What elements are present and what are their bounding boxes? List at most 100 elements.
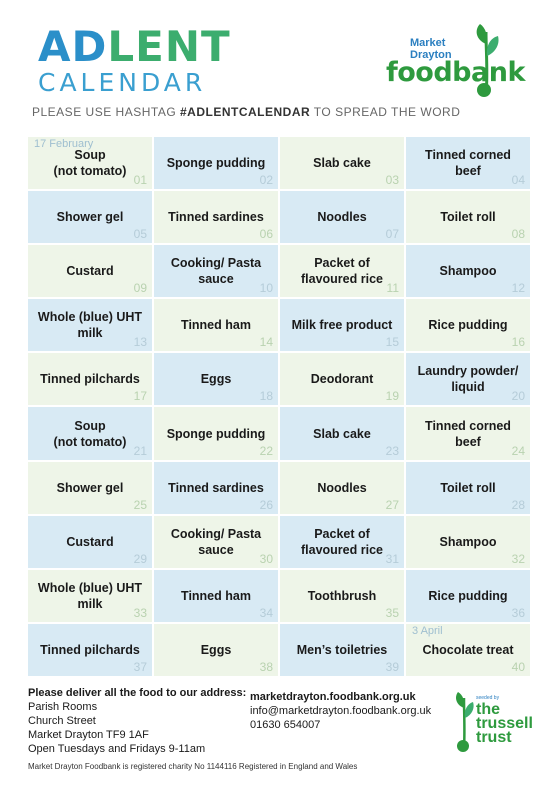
day-item: Rice pudding [428,318,508,333]
delivery-address: Please deliver all the food to our addre… [28,686,246,756]
day-number: 24 [511,443,525,458]
day-item: Shower gel [56,480,124,495]
calendar-day: 3 April Chocolate treat 40 [406,623,530,676]
calendar-day: Cooking/ Pasta sauce 30 [154,515,278,568]
website-link[interactable]: marketdrayton.foodbank.org.uk [250,691,416,703]
day-number: 38 [259,659,273,674]
day-number: 35 [385,605,399,620]
day-item: Cooking/ Pasta sauce [170,256,262,287]
calendar-day: Milk free product 15 [280,299,404,352]
day-number: 39 [385,659,399,674]
day-item: Laundry powder/ liquid [417,364,519,395]
title-adlent: ADLENT [38,26,231,68]
seeded-by: seeded by [476,695,500,701]
day-number: 07 [385,227,399,242]
day-item: Soup (not tomato) [53,148,127,179]
day-number: 28 [511,497,525,512]
day-item: Noodles [317,480,367,495]
day-item: Custard [66,534,114,549]
day-item: Men’s toiletries [296,642,388,657]
day-item: Tinned pilchards [40,642,140,657]
day-number: 19 [385,389,399,404]
tagline-pre: PLEASE USE HASHTAG [32,105,180,119]
calendar-day: Tinned pilchards 37 [28,623,152,676]
title-calendar: CALENDAR [38,68,207,97]
day-number: 33 [133,605,147,620]
day-item: Toilet roll [440,480,496,495]
calendar-day: Rice pudding 36 [406,569,530,622]
day-number: 14 [259,335,273,350]
calendar-day: Tinned corned beef 24 [406,407,530,460]
day-number: 13 [133,335,147,350]
calendar-day: Sponge pudding 02 [154,137,278,190]
address-line: Church Street [28,715,96,727]
calendar-day: Sponge pudding 22 [154,407,278,460]
day-number: 08 [511,227,525,242]
calendar-day: Whole (blue) UHT milk 13 [28,299,152,352]
day-item: Custard [66,264,114,279]
calendar-day: Rice pudding 16 [406,299,530,352]
calendar-grid: 17 February Soup (not tomato) 01 Sponge pud… [28,137,530,676]
day-item: Whole (blue) UHT milk [37,580,143,611]
calendar-day: Shampoo 12 [406,245,530,298]
day-item: Shampoo [439,534,497,549]
day-item: Soup (not tomato) [53,418,127,449]
day-number: 02 [259,173,273,188]
calendar-day: Tinned sardines 06 [154,191,278,244]
day-number: 16 [511,335,525,350]
day-item: Rice pudding [428,588,508,603]
title-ad: AD [38,22,108,71]
day-number: 03 [385,173,399,188]
day-number: 32 [511,551,525,566]
calendar-day: Toothbrush 35 [280,569,404,622]
day-item: Whole (blue) UHT milk [37,310,143,341]
day-item: Deodorant [310,372,374,387]
day-number: 29 [133,551,147,566]
day-item: Cooking/ Pasta sauce [170,526,262,557]
email-link[interactable]: info@marketdrayton.foodbank.org.uk [250,705,432,717]
day-number: 37 [133,659,147,674]
day-item: Packet of flavoured rice [301,256,383,287]
day-item: Tinned ham [181,588,251,603]
day-number: 40 [511,659,525,674]
day-item: Sponge pudding [166,156,266,171]
day-item: Slab cake [313,426,371,441]
day-item: Eggs [200,372,232,387]
day-number: 05 [133,227,147,242]
day-number: 06 [259,227,273,242]
trussell-sprout-icon [456,692,474,752]
calendar-day: Custard 09 [28,245,152,298]
calendar-day: Tinned sardines 26 [154,461,278,514]
calendar-day: Laundry powder/ liquid 20 [406,353,530,406]
day-number: 15 [385,335,399,350]
logo-location: Market Drayton [410,37,452,61]
calendar-day: 17 February Soup (not tomato) 01 [28,137,152,190]
day-number: 18 [259,389,273,404]
calendar-day: Eggs 18 [154,353,278,406]
calendar-day: Soup (not tomato) 21 [28,407,152,460]
trussell-trust-logo: seeded by the trussell trust [452,690,533,760]
address-line: Parish Rooms [28,701,98,713]
hashtag-tagline: PLEASE USE HASHTAG #ADLENTCALENDAR TO SP… [32,105,460,119]
logo-foodbank: foodbank [386,57,525,88]
delivery-heading: Please deliver all the food to our addre… [28,687,247,699]
address-line: Market Drayton TF9 1AF [28,729,149,741]
day-item: Toothbrush [307,588,377,603]
day-number: 12 [511,281,525,296]
day-date: 17 February [34,138,94,150]
day-number: 20 [511,389,525,404]
calendar-day: Toilet roll 08 [406,191,530,244]
calendar-day: Noodles 07 [280,191,404,244]
day-item: Tinned corned beef [425,148,511,179]
calendar-day: Noodles 27 [280,461,404,514]
calendar-day: Men’s toiletries 39 [280,623,404,676]
calendar-day: Tinned pilchards 17 [28,353,152,406]
day-item: Tinned pilchards [40,372,140,387]
day-number: 25 [133,497,147,512]
day-number: 34 [259,605,273,620]
day-number: 36 [511,605,525,620]
day-number: 21 [133,443,147,458]
tagline-hashtag: #ADLENTCALENDAR [180,105,311,119]
calendar-day: Cooking/ Pasta sauce 10 [154,245,278,298]
calendar-day: Whole (blue) UHT milk 33 [28,569,152,622]
